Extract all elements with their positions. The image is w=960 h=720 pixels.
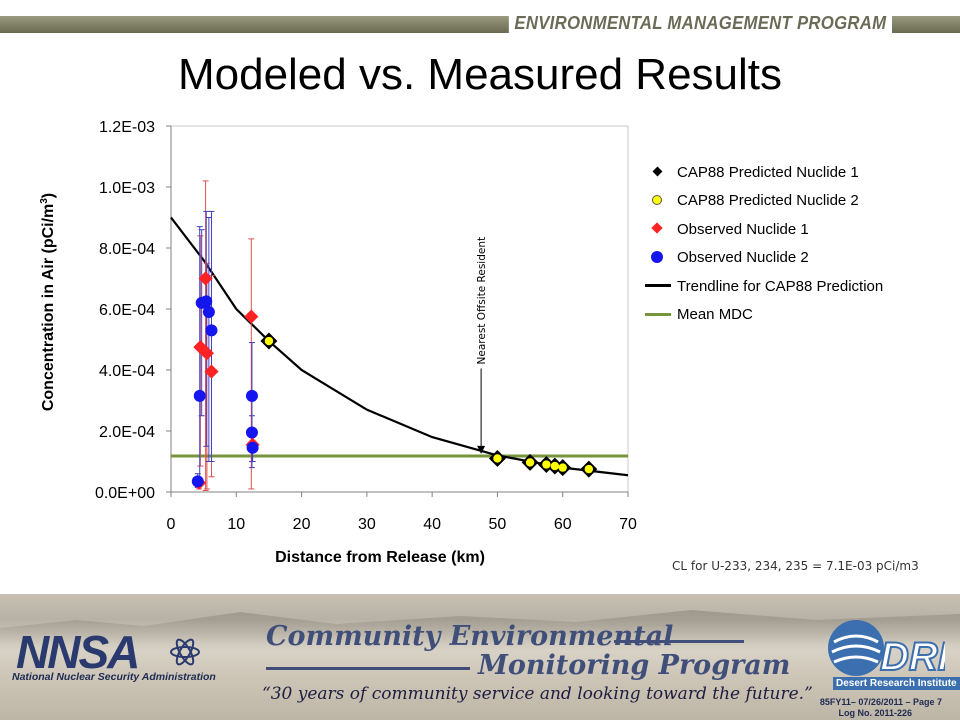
legend-label: CAP88 Predicted Nuclide 2 [677, 192, 859, 210]
dri-logo: DRI [828, 620, 945, 680]
observed-nuclide-2-point [245, 389, 258, 402]
legend-item: CAP88 Predicted Nuclide 2 [643, 187, 943, 216]
legend-label: Mean MDC [677, 306, 753, 324]
annotation-arrowhead [477, 445, 486, 454]
observed-nuclide-2-point [202, 306, 215, 319]
cap88-nuclide-2-point [264, 336, 274, 346]
y-tick-label: 0.0E+00 [95, 485, 155, 502]
observed-nuclide-2-point [205, 324, 218, 337]
cap88-nuclide-2-point [525, 458, 535, 467]
nnsa-logo: NNSA [16, 630, 200, 678]
program-rule-bottom [266, 667, 470, 670]
dri-subtitle: Desert Research Institute [833, 677, 960, 690]
y-tick-label: 1.0E-03 [99, 180, 155, 197]
legend-item: Mean MDC [643, 301, 943, 330]
footer-band [0, 594, 960, 720]
cap88-nuclide-2-point [550, 461, 560, 471]
legend-marker [643, 276, 671, 296]
page-reference: 85FY11– 07/26/2011 – Page 7 [819, 697, 942, 707]
legend-marker [643, 191, 671, 211]
observed-nuclide-1-point [244, 309, 259, 324]
observed-nuclide-2-point [246, 441, 259, 454]
legend-item: Trendline for CAP88 Prediction [643, 272, 943, 301]
program-title-line1: Community Environmental [266, 621, 674, 652]
legend-item: CAP88 Predicted Nuclide 1 [643, 158, 943, 187]
y-tick-label: 4.0E-04 [99, 363, 155, 380]
x-tick-label: 70 [619, 516, 637, 533]
chart-plot-area [170, 125, 629, 493]
y-axis-label: Concentration in Air (pCi/m3) [39, 193, 57, 411]
x-tick-label: 50 [489, 516, 507, 533]
legend-item: Observed Nuclide 1 [643, 215, 943, 244]
observed-nuclide-1-point [198, 271, 213, 286]
plot-frame [170, 125, 629, 493]
observed-nuclide-2-point [200, 295, 213, 308]
chart-legend: CAP88 Predicted Nuclide 1 CAP88 Predicted… [643, 158, 943, 329]
observed-nuclide-2-point [193, 389, 206, 402]
annotation-label: Nearest Offsite Resident [476, 237, 488, 365]
log-number: Log No. 2011-226 [838, 708, 912, 718]
slide-title: Modeled vs. Measured Results [177, 50, 783, 99]
cl-note: CL for U-233, 234, 235 = 7.1E-03 pCi/m3 [672, 559, 919, 573]
legend-marker [643, 248, 671, 268]
svg-text:NNSA: NNSA [16, 630, 138, 678]
nnsa-subtitle: National Nuclear Security Administration [12, 671, 216, 683]
x-tick-label: 30 [358, 516, 376, 533]
legend-label: Trendline for CAP88 Prediction [677, 277, 884, 295]
y-tick-label: 6.0E-04 [99, 302, 155, 319]
cap88-nuclide-2-point [493, 454, 502, 463]
program-rule-top [614, 640, 744, 643]
x-tick-label: 40 [423, 516, 441, 533]
cap88-nuclide-2-point [584, 464, 594, 474]
program-banner: ENVIRONMENTAL MANAGEMENT PROGRAM [508, 13, 892, 34]
y-tick-label: 2.0E-04 [99, 424, 155, 441]
legend-marker [643, 305, 671, 325]
x-tick-label: 60 [554, 516, 572, 533]
x-tick-label: 10 [227, 516, 245, 533]
x-axis-label: Distance from Release (km) [275, 549, 485, 566]
program-title-line2: Monitoring Program [478, 650, 791, 681]
legend-label: Observed Nuclide 1 [677, 220, 809, 238]
observed-nuclide-2-point [245, 426, 258, 439]
legend-item: Observed Nuclide 2 [643, 244, 943, 273]
observed-nuclide-1-point [199, 346, 214, 361]
y-tick-label: 1.2E-03 [99, 119, 155, 136]
cap88-nuclide-2-point [558, 463, 567, 472]
program-tagline: “30 years of community service and looki… [262, 684, 813, 704]
legend-label: Observed Nuclide 2 [677, 249, 809, 267]
legend-marker [643, 162, 671, 182]
observed-nuclide-1-point [204, 364, 219, 379]
svg-text:DRI: DRI [880, 635, 945, 679]
x-tick-label: 0 [167, 516, 176, 533]
cap88-nuclide-2-point [542, 460, 551, 469]
x-tick-label: 20 [293, 516, 311, 533]
scatter-chart: Nearest Offsite Resident 0.0E+00 2.0E-04 4… [39, 119, 637, 566]
y-tick-label: 8.0E-04 [99, 241, 155, 258]
legend-label: CAP88 Predicted Nuclide 1 [677, 163, 859, 181]
legend-marker [643, 219, 671, 239]
observed-nuclide-2-point [191, 475, 204, 488]
